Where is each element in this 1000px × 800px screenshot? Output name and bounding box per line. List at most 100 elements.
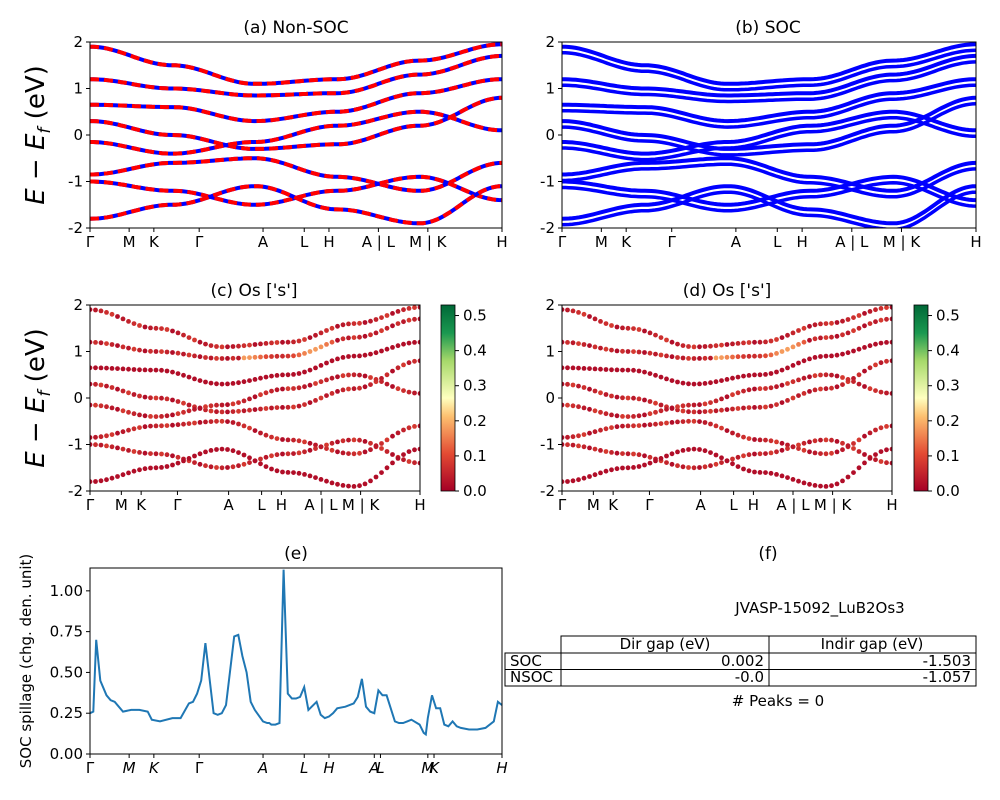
band-point: [741, 388, 746, 394]
band-point: [252, 377, 258, 382]
band-point: [225, 381, 230, 387]
band-point: [719, 455, 724, 461]
band-point: [126, 390, 131, 396]
band-point: [823, 372, 829, 378]
band-point: [708, 343, 713, 349]
band-point: [307, 447, 313, 453]
band-point: [406, 306, 412, 311]
band-point: [801, 358, 807, 364]
band-point: [390, 323, 395, 329]
colorbar-tick-label: 0.3: [463, 377, 487, 395]
band-point: [867, 343, 873, 349]
band-point: [164, 413, 170, 419]
band-point: [730, 392, 735, 398]
xtick-label: M | K: [883, 233, 922, 251]
band-point: [829, 353, 834, 359]
band-line-split-1: [562, 60, 976, 104]
band-point: [280, 451, 285, 457]
band-point: [186, 408, 192, 414]
band-point: [131, 346, 137, 352]
band-point: [603, 411, 609, 417]
band-point: [719, 355, 724, 360]
band-point: [713, 379, 719, 385]
band-point: [680, 408, 686, 414]
band-point: [708, 421, 713, 427]
band-point: [412, 340, 417, 345]
band-point: [357, 483, 362, 489]
band-point: [417, 316, 420, 322]
band-point: [104, 477, 109, 483]
band-point: [730, 375, 735, 381]
band-point: [115, 430, 120, 436]
band-point: [675, 379, 680, 385]
band-point: [247, 342, 252, 348]
colorbar-tick-label: 0.2: [463, 412, 487, 430]
band-point: [142, 466, 148, 472]
band-point: [862, 384, 867, 389]
xtick-label: M | K: [409, 233, 448, 251]
band-point: [274, 373, 280, 378]
band-point: [774, 402, 779, 407]
band-point: [148, 367, 153, 373]
band-point: [368, 382, 373, 387]
band-point: [642, 397, 647, 403]
band-point: [801, 375, 807, 381]
band-point: [565, 365, 570, 371]
band-point: [208, 419, 214, 424]
band-line-nsoc-3: [90, 95, 502, 151]
band-point: [379, 446, 384, 451]
band-point: [840, 440, 845, 446]
band-point: [724, 354, 730, 360]
band-point: [873, 341, 878, 347]
band-point: [812, 355, 818, 360]
band-point: [417, 339, 420, 345]
band-point: [379, 348, 384, 354]
band-point: [412, 390, 417, 396]
xtick-label: Γ: [195, 759, 204, 777]
band-point: [620, 423, 625, 429]
band-point: [653, 332, 658, 338]
band-point: [115, 343, 120, 348]
band-point: [285, 353, 291, 359]
band-4: [90, 372, 420, 419]
band-point: [763, 451, 768, 456]
band-point: [840, 447, 845, 453]
band-point: [565, 340, 570, 345]
band-point: [120, 429, 126, 435]
band-point: [269, 340, 274, 346]
band-point: [197, 451, 203, 457]
band-point: [686, 344, 691, 349]
band-point: [236, 408, 241, 414]
band-point: [642, 422, 647, 428]
colorbar-tick-label: 0.5: [463, 307, 487, 325]
band-point: [653, 421, 658, 427]
band-point: [219, 409, 225, 415]
ylabel-row2: E − Ef (eV): [21, 328, 55, 468]
band-point: [219, 344, 225, 350]
band-point: [395, 430, 401, 436]
band-point: [636, 413, 642, 419]
band-point: [236, 421, 241, 427]
band-point: [603, 392, 609, 397]
band-point: [631, 423, 636, 429]
band-point: [675, 463, 680, 469]
band-point: [829, 320, 834, 326]
band-point: [614, 413, 620, 419]
band-point: [236, 343, 241, 349]
band-point: [686, 447, 691, 452]
band-point: [296, 438, 302, 444]
colorbar-tick-label: 0.1: [936, 447, 960, 465]
band-point: [90, 381, 93, 387]
band-point: [406, 425, 412, 431]
xtick-label: M: [115, 496, 128, 514]
band-point: [592, 316, 598, 322]
band-point: [664, 376, 669, 382]
band-point: [719, 425, 724, 431]
band-point: [109, 405, 115, 411]
band-point: [313, 332, 318, 338]
band-point: [98, 382, 104, 388]
band-point: [702, 401, 708, 407]
band-line-split-3: [562, 102, 976, 157]
